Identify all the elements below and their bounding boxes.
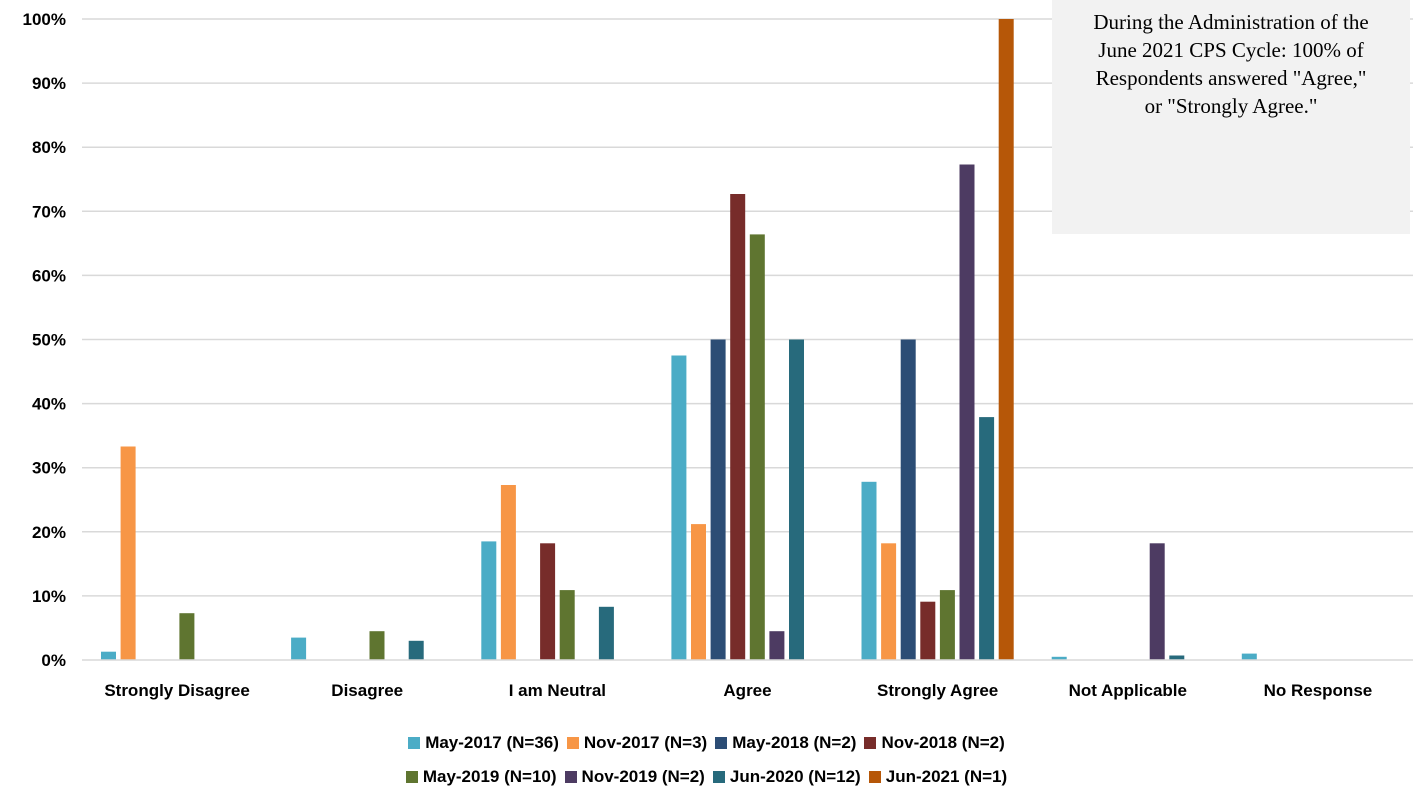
y-tick-label: 0% [41, 651, 66, 670]
bar [598, 606, 614, 660]
y-tick-label: 90% [32, 74, 66, 93]
bar [789, 339, 804, 660]
x-category-label: No Response [1264, 681, 1373, 700]
legend-item: May-2018 (N=2) [715, 733, 856, 753]
y-tick-label: 10% [32, 587, 66, 606]
x-category-label: I am Neutral [509, 681, 606, 700]
bar [291, 637, 307, 660]
y-tick-label: 30% [32, 459, 66, 478]
bar [749, 234, 765, 660]
legend-item: Nov-2019 (N=2) [564, 767, 705, 787]
y-tick-label: 60% [32, 266, 66, 285]
legend: May-2017 (N=36) Nov-2017 (N=3) May-2018 (N… [0, 726, 1413, 794]
legend-label: May-2017 (N=36) [425, 733, 559, 752]
bar [101, 651, 116, 660]
bar [979, 417, 995, 660]
legend-label: Jun-2020 (N=12) [729, 767, 861, 786]
bar [959, 164, 975, 660]
bar [998, 19, 1014, 660]
legend-swatch [715, 737, 728, 749]
y-tick-label: 80% [32, 138, 66, 157]
legend-row: May-2019 (N=10) Nov-2019 (N=2) Jun-2020 (N… [0, 760, 1413, 794]
legend-swatch [408, 737, 421, 749]
bar [481, 541, 497, 660]
bar [559, 590, 575, 660]
legend-swatch [712, 771, 725, 783]
bar [861, 481, 877, 660]
legend-item: Jun-2021 (N=1) [868, 767, 1008, 787]
legend-item: May-2017 (N=36) [408, 733, 559, 753]
bar [1051, 656, 1067, 660]
bar [939, 590, 955, 660]
bar [179, 613, 195, 660]
y-tick-label: 20% [32, 523, 66, 542]
legend-label: Nov-2019 (N=2) [581, 767, 705, 786]
bar [900, 339, 916, 660]
bar [408, 640, 424, 660]
x-category-label: Agree [723, 681, 771, 700]
bar [120, 446, 136, 660]
y-tick-label: 40% [32, 395, 66, 414]
y-tick-label: 70% [32, 202, 66, 221]
bar [920, 601, 936, 660]
legend-label: Nov-2017 (N=3) [583, 733, 708, 752]
bar [710, 339, 726, 660]
legend-label: May-2018 (N=2) [732, 733, 857, 752]
bar [769, 631, 785, 660]
y-tick-label: 50% [32, 331, 66, 350]
x-category-label: Disagree [331, 681, 403, 700]
bar [881, 543, 897, 660]
legend-item: Nov-2017 (N=3) [566, 733, 708, 753]
bar [500, 485, 516, 660]
legend-item: Nov-2018 (N=2) [864, 733, 1005, 753]
bar [691, 524, 706, 660]
bar [730, 194, 746, 660]
legend-swatch [864, 737, 877, 749]
legend-label: Nov-2018 (N=2) [881, 733, 1005, 752]
x-axis-category-labels: Strongly Disagree Disagree I am Neutral Agr… [104, 681, 1372, 700]
bars [101, 19, 1257, 660]
bar [671, 355, 687, 660]
legend-label: Jun-2021 (N=1) [885, 767, 1008, 786]
x-category-label: Strongly Disagree [104, 681, 250, 700]
bar [540, 543, 556, 660]
bar [1149, 543, 1165, 660]
bar [1241, 653, 1257, 660]
legend-swatch [405, 771, 418, 783]
annotation-text: During the Administration of the June 20… [1093, 10, 1369, 118]
legend-swatch [564, 771, 577, 783]
legend-swatch [566, 737, 579, 749]
x-category-label: Not Applicable [1069, 681, 1187, 700]
legend-swatch [868, 771, 881, 783]
legend-row: May-2017 (N=36) Nov-2017 (N=3) May-2018 (N… [0, 726, 1413, 760]
y-tick-label: 100% [23, 10, 66, 29]
bar [1169, 655, 1185, 660]
legend-label: May-2019 (N=10) [422, 767, 557, 786]
y-axis-tick-labels: 0% 10% 20% 30% 40% 50% 60% 70% 80% 90% 100% [23, 10, 66, 670]
legend-item: Jun-2020 (N=12) [712, 767, 861, 787]
annotation-box: During the Administration of the June 20… [1052, 0, 1410, 234]
bar [369, 631, 385, 660]
x-category-label: Strongly Agree [877, 681, 998, 700]
legend-item: May-2019 (N=10) [405, 767, 557, 787]
